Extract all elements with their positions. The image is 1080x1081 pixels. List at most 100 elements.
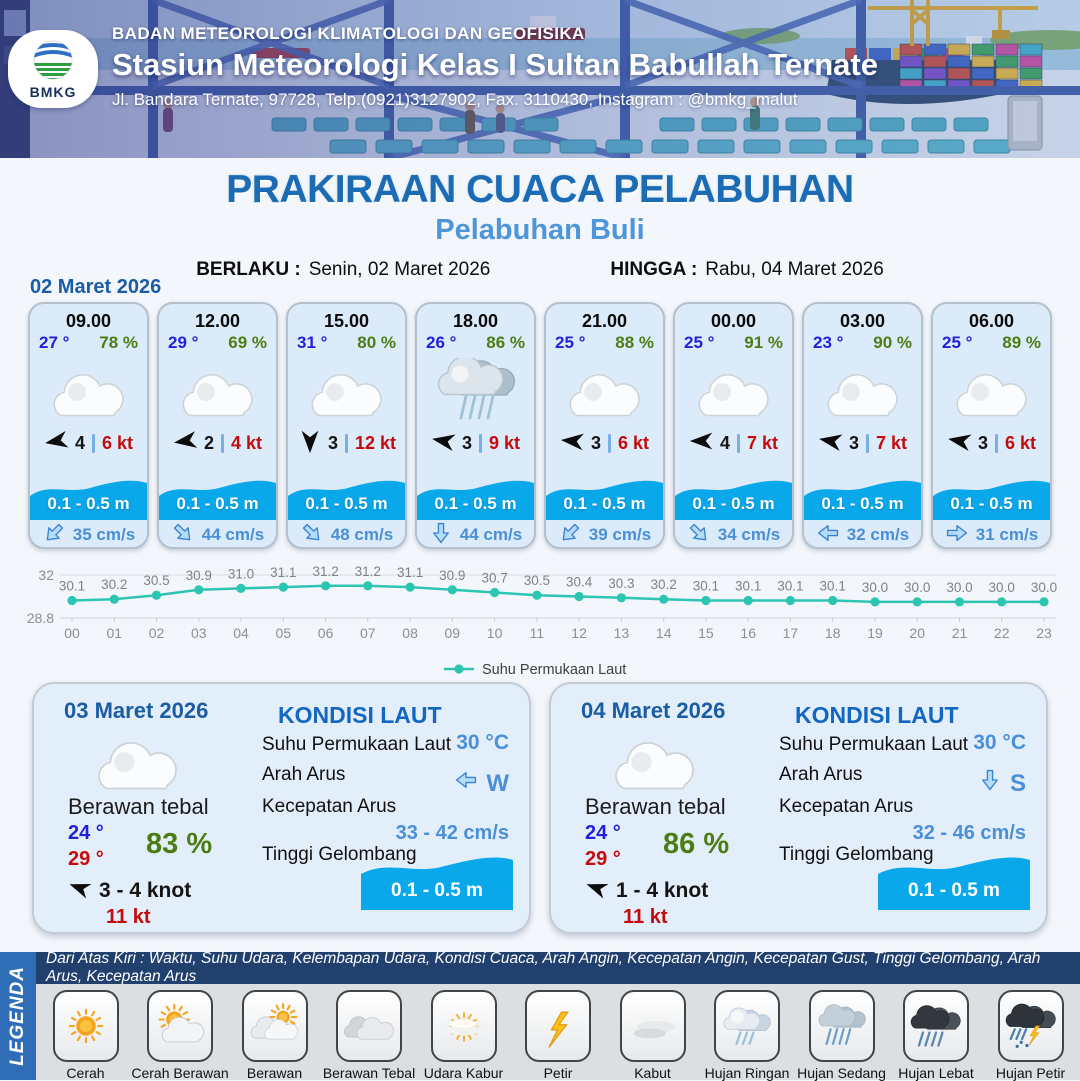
svg-text:30.0: 30.0: [862, 580, 888, 595]
title-block: PRAKIRAAN CUACA PELABUHAN Pelabuhan Buli…: [0, 168, 1080, 281]
current-speed-value: 33 - 42 cm/s: [395, 822, 509, 844]
current-row: 32 cm/s: [804, 520, 921, 548]
wind-direction-icon: [173, 428, 199, 459]
temp-humidity-row: 26 ° 86 %: [417, 332, 534, 353]
weather-icon: [30, 353, 147, 429]
forecast-time: 09.00: [65, 311, 112, 331]
divider: [994, 433, 998, 453]
current-direction-icon: [300, 521, 324, 548]
valid-until-label: HINGGA :: [610, 259, 698, 280]
svg-text:15: 15: [698, 625, 714, 641]
wind-row: 4 6 kt: [30, 429, 147, 457]
sst-value: 30 °C: [973, 731, 1026, 754]
hourly-forecast-card: 12.00 29 ° 69 % 2 4 kt 0.1 - 0.5 m 44 cm…: [157, 302, 278, 549]
legend-item-label: Berawan: [246, 1065, 303, 1081]
temp-humidity-row: 29 ° 69 %: [159, 332, 276, 353]
legend-note: Dari Atas Kiri : Waktu, Suhu Udara, Kele…: [36, 950, 1080, 985]
wind-speed: 6 kt: [101, 432, 134, 453]
wave-height-value: 0.1 - 0.5 m: [821, 494, 904, 513]
wind-row: 3 9 kt: [417, 429, 534, 457]
wave-graphic: [546, 480, 663, 520]
legend-weather-icon: [241, 990, 308, 1062]
svg-text:08: 08: [402, 625, 418, 641]
legend-band-text: LEGENDA: [7, 966, 28, 1066]
weather-icon: [675, 353, 792, 429]
wind-speed: 6 kt: [617, 432, 650, 453]
svg-text:30.1: 30.1: [693, 579, 719, 594]
svg-text:30.1: 30.1: [735, 579, 761, 594]
humidity: 80 %: [357, 333, 396, 352]
svg-text:30.0: 30.0: [946, 580, 972, 595]
legend-band: LEGENDA: [0, 952, 36, 1080]
svg-text:20: 20: [909, 625, 925, 641]
svg-text:09: 09: [445, 625, 461, 641]
current-speed-value: 32 - 46 cm/s: [912, 822, 1026, 844]
weather-icon: [603, 724, 707, 798]
current-direction-icon: [687, 521, 711, 548]
current-direction-icon: [429, 521, 453, 548]
wind-range: 1 - 4 knot: [616, 879, 709, 902]
legend-weather-icon: [336, 990, 402, 1062]
wind-speed: 9 kt: [488, 432, 521, 453]
wave-height-box: 0.1 - 0.5 m: [878, 852, 1030, 910]
svg-text:21: 21: [952, 625, 968, 641]
current-row: 34 cm/s: [675, 520, 792, 548]
humidity: 69 %: [228, 333, 267, 352]
temp-humidity-row: 31 ° 80 %: [288, 332, 405, 353]
legend-item: Hujan Petir: [986, 990, 1076, 1081]
air-temperature: 29 °: [168, 333, 199, 352]
svg-text:32: 32: [38, 567, 54, 583]
wind-beaufort: 3: [590, 432, 601, 453]
svg-text:17: 17: [783, 625, 799, 641]
svg-text:13: 13: [614, 625, 630, 641]
wave-height-value: 0.1 - 0.5 m: [391, 880, 483, 901]
daily-summary-card: 03 Maret 2026 Berawan tebal 24 ° 29 ° 83…: [32, 682, 531, 934]
valid-until: HINGGA : Rabu, 04 Maret 2026: [610, 259, 883, 281]
current-speed: 48 cm/s: [330, 525, 394, 544]
legend-weather-icon: [147, 990, 213, 1062]
legend-item-label: Cerah Berawan: [131, 1065, 229, 1081]
svg-text:30.2: 30.2: [101, 577, 127, 592]
current-direction-label: Arah Arus: [779, 764, 863, 785]
svg-text:03: 03: [191, 625, 207, 641]
svg-text:04: 04: [233, 625, 249, 641]
wind-direction-icon: [68, 876, 92, 906]
svg-text:31.1: 31.1: [397, 565, 423, 580]
forecast-time: 03.00: [839, 311, 886, 331]
legend-item-label: Hujan Lebat: [898, 1065, 974, 1081]
wave-height-band: 0.1 - 0.5 m: [417, 475, 534, 520]
wave-graphic: [361, 857, 513, 910]
legend-item-label: Hujan Ringan: [704, 1065, 790, 1081]
valid-from-label: BERLAKU :: [196, 259, 301, 280]
svg-text:30.3: 30.3: [608, 576, 634, 591]
legend-item-label: Udara Kabur: [423, 1065, 504, 1081]
page-title: PRAKIRAAN CUACA PELABUHAN: [226, 168, 854, 211]
legend-item: Udara Kabur: [419, 990, 509, 1081]
divider: [91, 433, 95, 453]
svg-text:16: 16: [740, 625, 756, 641]
min-temperature: 24 °: [68, 822, 104, 844]
svg-text:02: 02: [149, 625, 165, 641]
wave-height-band: 0.1 - 0.5 m: [288, 475, 405, 520]
current-direction-icon: [816, 521, 840, 548]
gust-speed: 11 kt: [623, 906, 668, 928]
wind-beaufort: 2: [203, 432, 214, 453]
svg-text:18: 18: [825, 625, 841, 641]
current-direction-icon: [945, 521, 969, 548]
svg-text:30.0: 30.0: [989, 580, 1015, 595]
forecast-time: 00.00: [710, 311, 757, 331]
svg-text:30.1: 30.1: [820, 579, 846, 594]
hourly-forecast-row: 09.00 27 ° 78 % 4 6 kt 0.1 - 0.5 m 35 cm…: [28, 302, 1052, 549]
wind-direction-icon: [560, 428, 586, 459]
current-speed: 32 cm/s: [846, 525, 910, 544]
forecast-time: 18.00: [452, 311, 499, 331]
min-temperature: 24 °: [585, 822, 621, 844]
valid-from-value: Senin, 02 Maret 2026: [308, 259, 491, 280]
max-temperature: 29 °: [585, 848, 621, 870]
wave-height-value: 0.1 - 0.5 m: [692, 494, 775, 513]
wave-height-band: 0.1 - 0.5 m: [675, 475, 792, 520]
current-direction-icon: [558, 521, 582, 548]
weather-icon: [804, 353, 921, 429]
svg-text:14: 14: [656, 625, 672, 641]
legend-item-label: Petir: [543, 1065, 573, 1081]
